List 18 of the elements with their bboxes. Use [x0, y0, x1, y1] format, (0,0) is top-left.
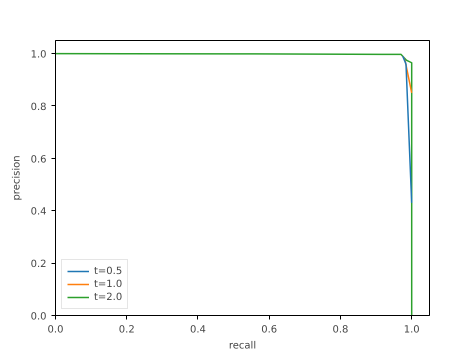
y-axis-title: precision: [12, 155, 23, 201]
legend-label: t=0.5: [94, 265, 122, 277]
x-tick-label: 0.4: [190, 324, 206, 336]
x-tick-label: 0.0: [48, 324, 64, 336]
y-tick-label: 0.2: [30, 259, 47, 270]
x-tick-label: 0.8: [332, 324, 348, 336]
legend-label: t=1.0: [94, 278, 122, 290]
x-axis-title: recall: [228, 340, 256, 352]
x-tick-label: 0.2: [118, 324, 135, 336]
y-tick-label: 0.6: [30, 154, 47, 166]
x-tick-label: 1.0: [404, 324, 420, 336]
x-tick-label: 0.6: [261, 324, 278, 336]
line-series: [56, 52, 412, 316]
y-tick-label: 1.0: [30, 50, 47, 61]
legend-label: t=2.0: [94, 291, 122, 303]
y-tick-label: 0.4: [30, 206, 47, 218]
y-tick-label: 0.8: [30, 102, 47, 113]
y-tick-label: 0.0: [30, 312, 47, 322]
